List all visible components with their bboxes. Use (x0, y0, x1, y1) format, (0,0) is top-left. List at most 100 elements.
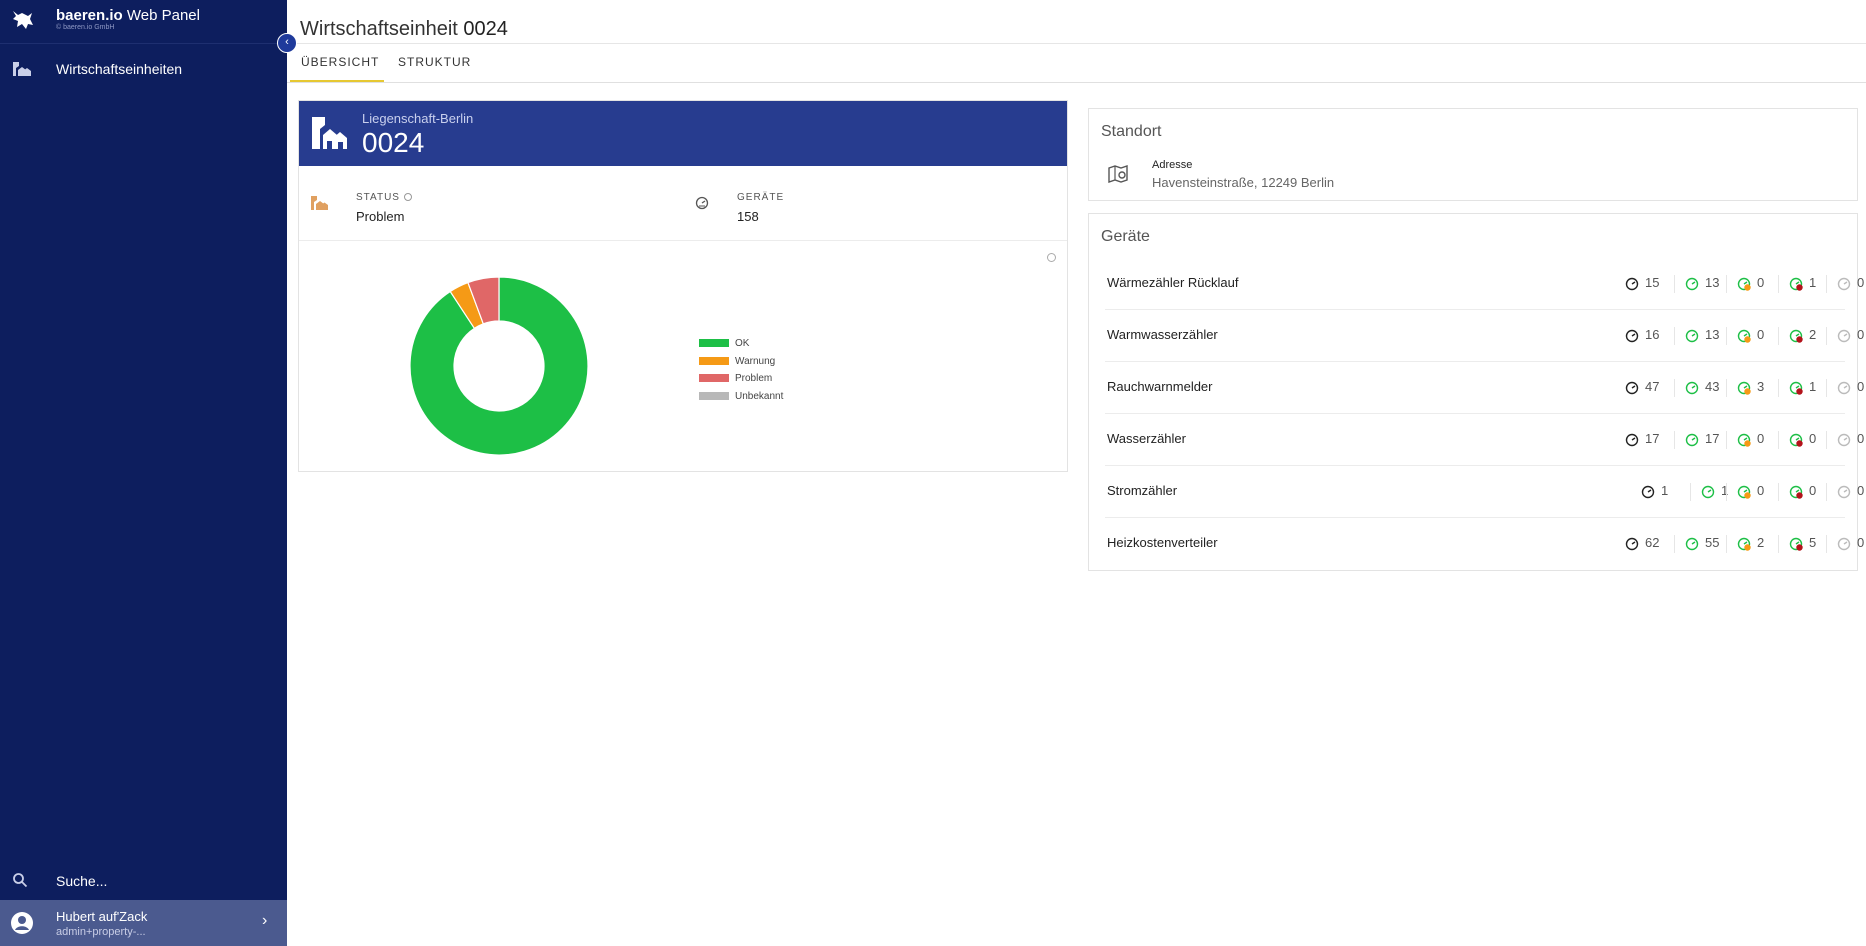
devices-card-title: Geräte (1101, 228, 1150, 245)
device-count-unknown: 0 (1826, 535, 1866, 553)
legend-item[interactable]: Unbekannt (699, 391, 783, 409)
gauge-icon (695, 196, 709, 210)
device-count-problem: 0 (1778, 483, 1844, 501)
device-count-ok: 13 (1674, 327, 1740, 345)
address-label: Adresse (1152, 159, 1193, 171)
tab-uebersicht[interactable]: ÜBERSICHT (301, 55, 380, 69)
info-icon[interactable] (1047, 253, 1056, 262)
map-pin-icon (1108, 165, 1128, 183)
location-card: Standort Adresse Havensteinstraße, 12249… (1088, 108, 1858, 201)
divider (287, 82, 1866, 83)
device-row[interactable]: Wasserzähler 17 17 0 0 0 (1105, 414, 1864, 466)
user-menu[interactable]: Hubert auf'Zack admin+property-... › (0, 900, 287, 946)
device-count-unknown: 0 (1826, 275, 1866, 293)
brand-header[interactable]: baeren.io Web Panel © baeren.io GmbH (0, 0, 287, 44)
device-count-value: 1 (1809, 275, 1817, 290)
device-count-value: 15 (1645, 275, 1660, 290)
device-count-value: 0 (1757, 431, 1765, 446)
device-count-value: 47 (1645, 379, 1660, 394)
status-value: Problem (356, 209, 405, 224)
device-name: Wasserzähler (1107, 431, 1186, 446)
device-count-value: 62 (1645, 535, 1660, 550)
donut-slice-problem[interactable] (467, 276, 500, 325)
gauge-problem-icon (1789, 329, 1803, 343)
device-count-value: 0 (1857, 379, 1865, 394)
device-count-value: 0 (1857, 327, 1865, 342)
legend-swatch (699, 374, 729, 383)
device-name: Warmwasserzähler (1107, 327, 1218, 342)
device-count-value: 17 (1645, 431, 1660, 446)
device-count-value: 0 (1809, 483, 1817, 498)
device-count-ok: 1 (1690, 483, 1756, 501)
sidebar: baeren.io Web Panel © baeren.io GmbH Wir… (0, 0, 287, 946)
gauge-ok-icon (1685, 277, 1699, 291)
device-count-value: 2 (1809, 327, 1817, 342)
sidebar-item-label: Wirtschaftseinheiten (56, 61, 183, 77)
collapse-sidebar-button[interactable]: ‹ (277, 33, 297, 53)
tab-struktur[interactable]: STRUKTUR (398, 55, 472, 69)
search-button[interactable]: Suche... (0, 866, 287, 894)
legend-label: Unbekannt (735, 390, 784, 402)
device-count-ok: 55 (1674, 535, 1740, 553)
gauge-problem-icon (1789, 277, 1803, 291)
legend-label: Warnung (735, 355, 776, 367)
devices-card: Geräte Wärmezähler Rücklauf 15 13 0 1 0 Warmwa… (1088, 213, 1864, 571)
unit-stats: STATUS Problem GERÄTE 158 (299, 167, 1067, 241)
gauge-problem-icon (1789, 433, 1803, 447)
gauge-problem-icon (1789, 537, 1803, 551)
legend-item[interactable]: Problem (699, 373, 783, 391)
gauge-ok-icon (1701, 485, 1715, 499)
device-count-ok: 13 (1674, 275, 1740, 293)
unit-banner: Liegenschaft-Berlin 0024 (299, 101, 1067, 166)
legend-swatch (699, 391, 729, 400)
status-label: STATUS (356, 192, 412, 203)
legend-item[interactable]: OK (699, 338, 783, 356)
gauge-warning-icon (1737, 277, 1751, 291)
donut-slice-ok[interactable] (409, 276, 589, 456)
device-row[interactable]: Stromzähler 1 1 0 0 0 (1105, 466, 1864, 518)
gauge-unknown-icon (1837, 329, 1851, 343)
device-count-warn: 3 (1726, 379, 1792, 397)
device-count-value: 5 (1809, 535, 1817, 550)
page-title: Wirtschaftseinheit 0024 (300, 18, 508, 40)
device-count-total: 15 (1625, 275, 1680, 293)
device-count-ok: 43 (1674, 379, 1740, 397)
devices-label: GERÄTE (737, 192, 785, 203)
gauge-total-icon (1625, 277, 1639, 291)
unit-overview-card: Liegenschaft-Berlin 0024 STATUS Problem … (298, 100, 1068, 472)
gauge-total-icon (1625, 381, 1639, 395)
device-count-warn: 0 (1726, 327, 1792, 345)
device-name: Rauchwarnmelder (1107, 379, 1213, 394)
device-row[interactable]: Warmwasserzähler 16 13 0 2 0 (1105, 310, 1864, 362)
info-icon[interactable] (403, 193, 412, 202)
device-count-problem: 1 (1778, 275, 1844, 293)
device-count-problem: 1 (1778, 379, 1844, 397)
device-count-value: 0 (1757, 327, 1765, 342)
devices-value: 158 (737, 209, 759, 224)
avatar-icon (11, 912, 33, 934)
chart-legend: OK Warnung Problem Unbekannt (699, 338, 783, 408)
gauge-total-icon (1641, 485, 1655, 499)
unit-location: Liegenschaft-Berlin (362, 111, 474, 126)
gauge-ok-icon (1685, 433, 1699, 447)
device-count-total: 62 (1625, 535, 1680, 553)
device-count-warn: 0 (1726, 431, 1792, 449)
bear-logo-icon (13, 11, 33, 29)
device-count-value: 0 (1757, 275, 1765, 290)
user-email: admin+property-... (56, 926, 146, 938)
device-row[interactable]: Heizkostenverteiler 62 55 2 5 0 (1105, 518, 1864, 570)
device-row[interactable]: Wärmezähler Rücklauf 15 13 0 1 0 (1105, 258, 1864, 310)
legend-item[interactable]: Warnung (699, 356, 783, 374)
buildings-icon (13, 62, 31, 76)
device-count-value: 1 (1721, 483, 1729, 498)
device-count-value: 0 (1857, 431, 1865, 446)
device-row[interactable]: Rauchwarnmelder 47 43 3 1 0 (1105, 362, 1864, 414)
device-count-value: 0 (1857, 535, 1865, 550)
brand-title: baeren.io Web Panel (56, 7, 200, 24)
gauge-ok-icon (1685, 381, 1699, 395)
active-tab-indicator (290, 80, 384, 82)
sidebar-item-wirtschaftseinheiten[interactable]: Wirtschaftseinheiten (0, 52, 287, 86)
device-count-value: 2 (1757, 535, 1765, 550)
gauge-problem-icon (1789, 381, 1803, 395)
buildings-icon (312, 117, 347, 149)
